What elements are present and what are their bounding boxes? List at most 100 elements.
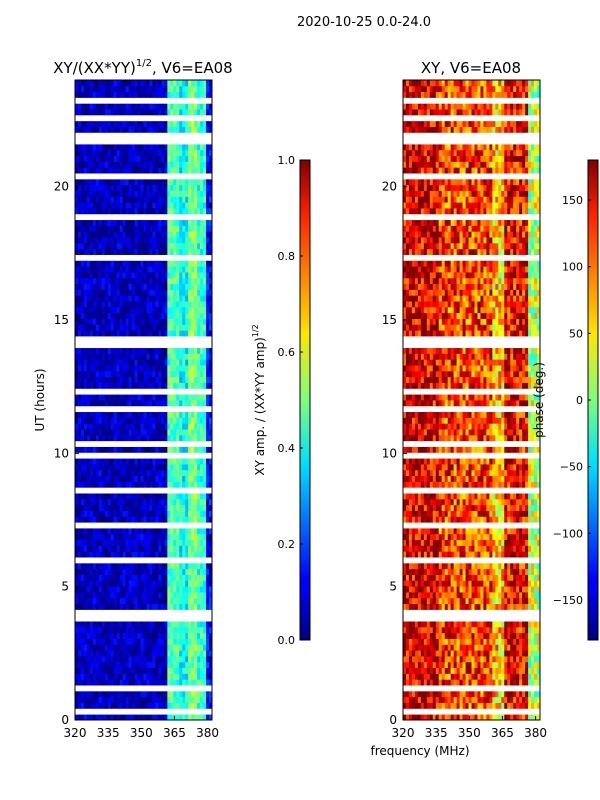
heatmap-cell <box>146 528 150 535</box>
heatmap-cell <box>188 213 192 221</box>
heatmap-cell <box>209 557 213 564</box>
heatmap-cell <box>164 405 168 413</box>
heatmap-cell <box>83 219 88 226</box>
heatmap-cell <box>164 242 168 250</box>
heatmap-cell <box>194 120 198 127</box>
heatmap-cell <box>188 260 192 267</box>
heatmap-cell <box>80 434 85 442</box>
heatmap-cell <box>158 626 162 634</box>
heatmap-cell <box>113 621 118 628</box>
heatmap-cell <box>113 580 118 587</box>
heatmap-cell <box>95 324 100 331</box>
heatmap-cell <box>179 696 183 703</box>
heatmap-cell <box>125 173 130 180</box>
heatmap-cell <box>104 487 109 494</box>
heatmap-cell <box>134 498 138 506</box>
heatmap-cell <box>75 481 79 488</box>
heatmap-cell <box>116 545 121 552</box>
heatmap-cell <box>155 592 159 599</box>
heatmap-cell <box>131 382 135 389</box>
heatmap-cell <box>158 202 162 209</box>
heatmap-cell <box>128 213 132 221</box>
heatmap-cell <box>173 167 177 174</box>
heatmap-cell <box>164 347 168 354</box>
heatmap-cell <box>203 167 207 174</box>
heatmap-cell <box>173 149 177 157</box>
heatmap-cell <box>125 231 130 238</box>
heatmap-cell <box>75 167 79 174</box>
heatmap-cell <box>137 330 141 337</box>
heatmap-cell <box>170 242 174 250</box>
heatmap-cell <box>137 376 141 383</box>
heatmap-cell <box>158 446 162 453</box>
heatmap-cell <box>182 190 186 197</box>
heatmap-cell <box>86 347 91 354</box>
heatmap-cell <box>119 114 124 122</box>
heatmap-cell <box>188 493 192 500</box>
heatmap-cell <box>134 97 138 104</box>
heatmap-cell <box>137 248 141 255</box>
heatmap-cell <box>86 638 91 645</box>
heatmap-cell <box>200 673 204 680</box>
heatmap-cell <box>179 574 183 581</box>
heatmap-cell <box>116 626 121 634</box>
heatmap-cell <box>75 365 79 372</box>
heatmap-cell <box>113 498 118 506</box>
heatmap-cell <box>182 266 186 273</box>
heatmap-cell <box>197 638 201 645</box>
heatmap-cell <box>125 359 130 366</box>
heatmap-cell <box>176 679 180 686</box>
heatmap-cell <box>104 365 109 372</box>
heatmap-cell <box>170 516 174 523</box>
heatmap-cell <box>86 341 91 349</box>
heatmap-cell <box>128 231 132 238</box>
heatmap-cell <box>77 597 82 605</box>
heatmap-cell <box>164 365 168 372</box>
heatmap-cell <box>101 248 106 255</box>
heatmap-cell <box>116 487 121 494</box>
heatmap-cell <box>200 283 204 290</box>
heatmap-cell <box>203 568 207 575</box>
heatmap-cell <box>104 522 109 529</box>
heatmap-cell <box>152 632 156 639</box>
heatmap-cell <box>182 400 186 407</box>
heatmap-cell <box>140 248 144 255</box>
heatmap-cell <box>161 679 165 686</box>
heatmap-cell <box>164 97 168 104</box>
heatmap-cell <box>155 213 159 221</box>
heatmap-cell <box>170 667 174 674</box>
heatmap-cell <box>200 120 204 127</box>
heatmap-cell <box>116 516 121 523</box>
heatmap-cell <box>77 504 82 511</box>
heatmap-cell <box>125 667 130 674</box>
heatmap-cell <box>77 347 82 354</box>
heatmap-cell <box>101 109 106 116</box>
heatmap-cell <box>197 353 201 360</box>
heatmap-cell <box>140 85 144 93</box>
heatmap-cell <box>137 324 141 331</box>
heatmap-cell <box>146 464 150 471</box>
heatmap-cell <box>194 545 198 552</box>
heatmap-cell <box>92 586 97 593</box>
heatmap-cell <box>110 394 115 401</box>
heatmap-cell <box>101 516 106 523</box>
heatmap-cell <box>209 208 213 215</box>
heatmap-cell <box>98 85 103 93</box>
heatmap-cell <box>77 394 82 401</box>
heatmap-cell <box>113 528 118 535</box>
heatmap-cell <box>83 621 88 628</box>
heatmap-cell <box>185 562 189 570</box>
heatmap-cell <box>161 702 165 709</box>
heatmap-cell <box>206 638 210 645</box>
heatmap-cell <box>161 667 165 674</box>
heatmap-cell <box>143 592 147 599</box>
heatmap-cell <box>119 324 124 331</box>
heatmap-cell <box>149 161 153 168</box>
heatmap-cell <box>206 510 210 517</box>
heatmap-cell <box>206 306 210 314</box>
heatmap-cell <box>77 528 82 535</box>
heatmap-cell <box>158 336 162 343</box>
heatmap-cell <box>98 394 103 401</box>
heatmap-cell <box>155 277 159 285</box>
heatmap-cell <box>149 382 153 389</box>
